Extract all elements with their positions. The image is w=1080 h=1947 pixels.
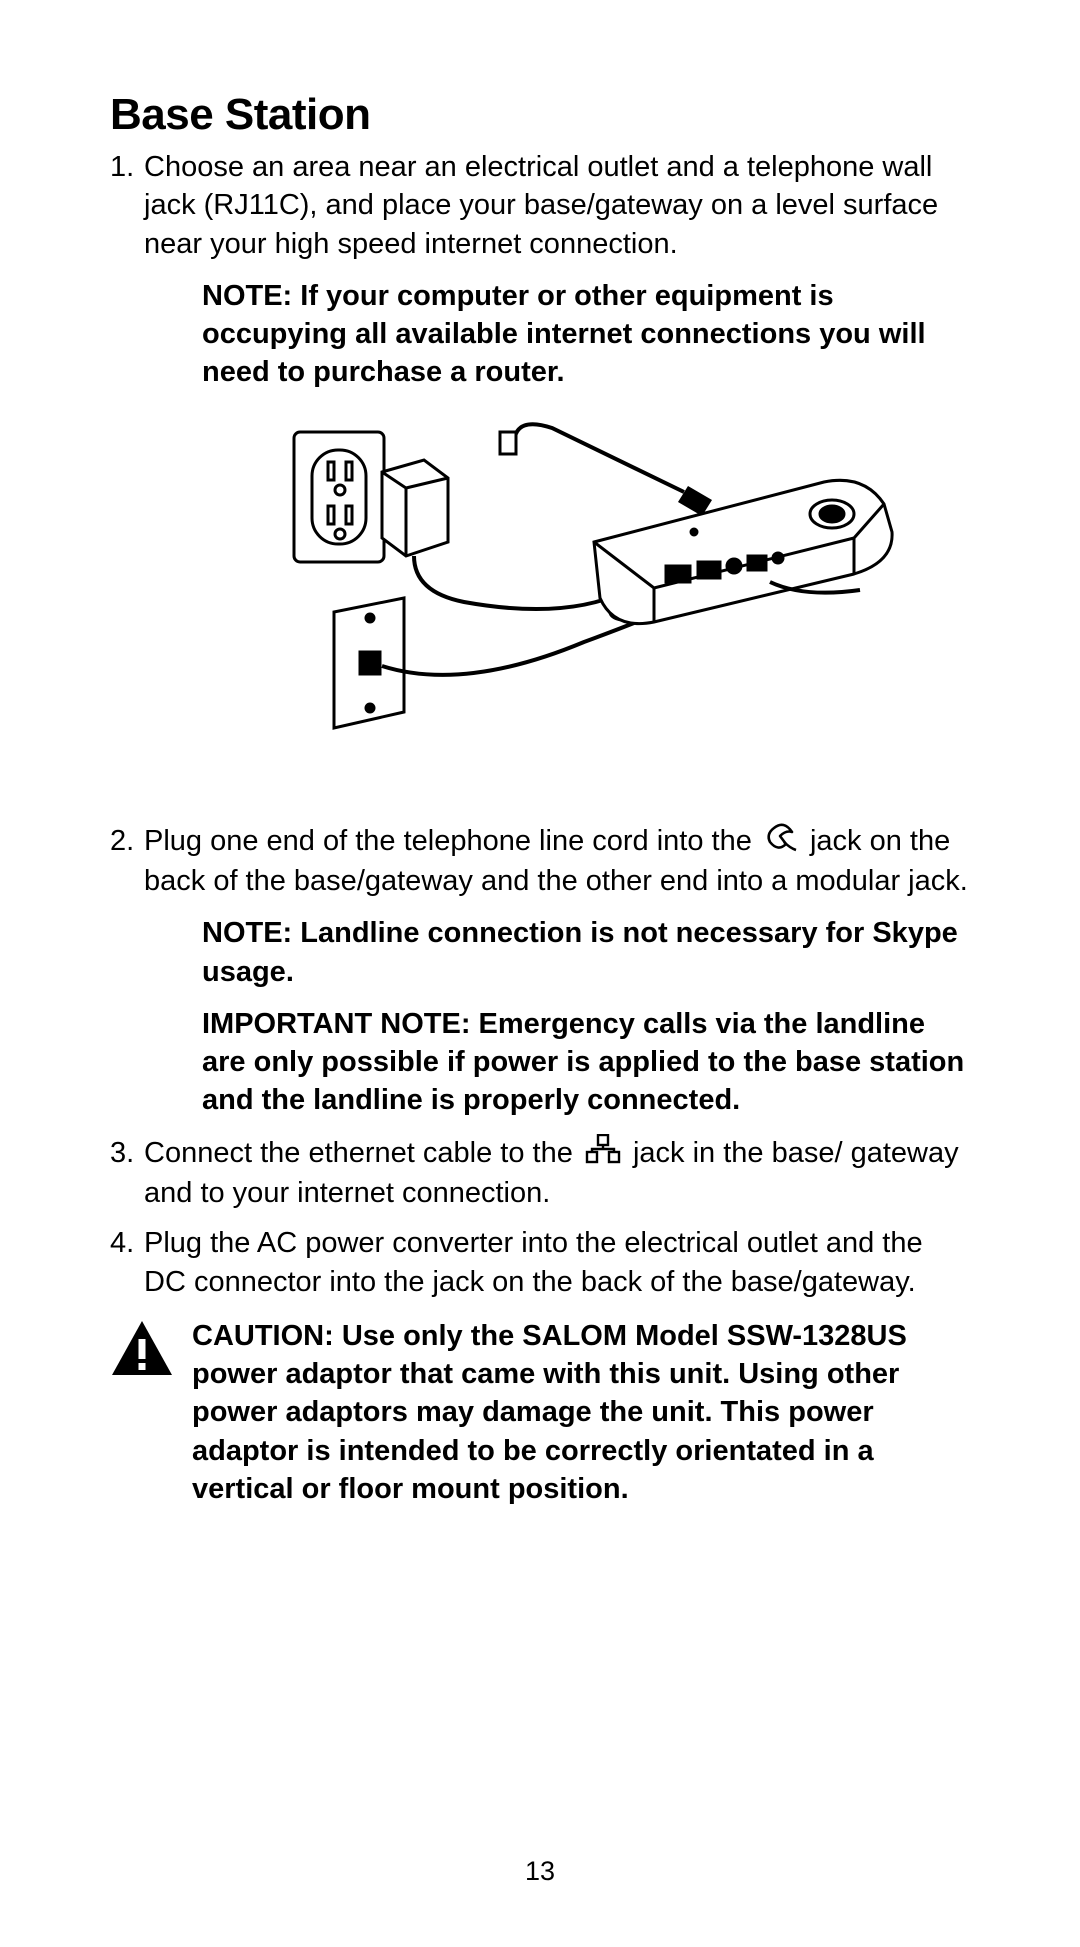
ethernet-icon: [585, 1134, 621, 1174]
page-number: 13: [0, 1856, 1080, 1887]
instruction-item-4: Plug the AC power converter into the ele…: [110, 1224, 970, 1301]
page-title: Base Station: [110, 90, 970, 140]
note-landline: NOTE: Landline connection is not necessa…: [202, 914, 970, 991]
warning-icon: [110, 1319, 174, 1382]
instruction-item-3: Connect the ethernet cable to the jack i…: [110, 1134, 970, 1213]
instruction-text: Choose an area near an electrical outlet…: [144, 151, 938, 260]
caution-block: CAUTION: Use only the SALOM Model SSW-13…: [110, 1317, 970, 1508]
instruction-list: Choose an area near an electrical outlet…: [110, 148, 970, 1301]
caution-text: CAUTION: Use only the SALOM Model SSW-13…: [192, 1317, 970, 1508]
instruction-text-part-a: Plug one end of the telephone line cord …: [144, 825, 760, 857]
note-router: NOTE: If your computer or other equipmen…: [202, 277, 970, 392]
instruction-item-2: Plug one end of the telephone line cord …: [110, 822, 970, 1120]
instruction-item-1: Choose an area near an electrical outlet…: [110, 148, 970, 782]
phone-jack-icon: [764, 822, 798, 862]
connection-diagram: [264, 422, 904, 782]
note-emergency: IMPORTANT NOTE: Emergency calls via the …: [202, 1005, 970, 1120]
instruction-text-part-a: Connect the ethernet cable to the: [144, 1137, 581, 1169]
instruction-text: Plug the AC power converter into the ele…: [144, 1227, 923, 1297]
manual-page: Base Station Choose an area near an elec…: [0, 0, 1080, 1568]
